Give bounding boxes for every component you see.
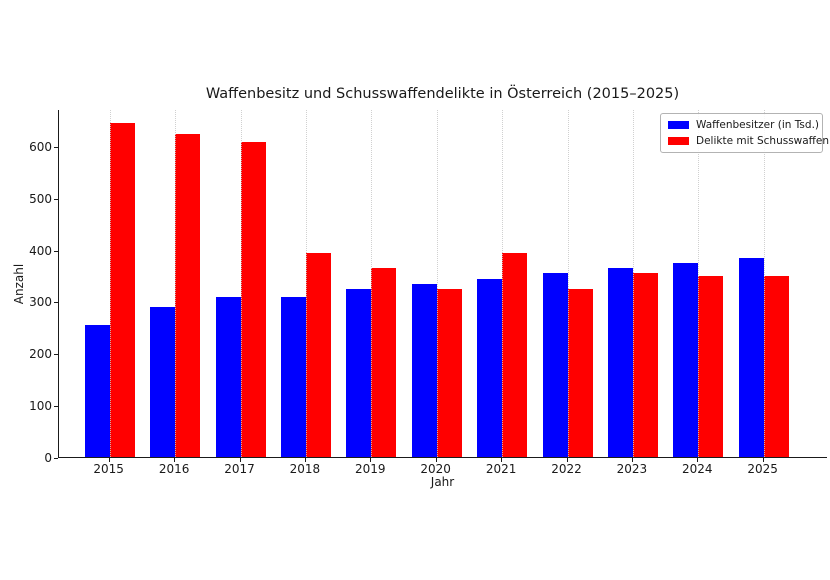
gridline xyxy=(632,110,634,457)
bar-2015-series0 xyxy=(84,325,110,457)
x-tick-mark xyxy=(501,458,503,462)
x-tick-label: 2020 xyxy=(420,462,451,476)
bar-2024-series0 xyxy=(673,263,699,457)
chart-title: Waffenbesitz und Schusswaffendelikte in … xyxy=(205,86,680,102)
bar-2023-series0 xyxy=(607,268,633,457)
x-tick-mark xyxy=(108,458,110,462)
bar-2022-series0 xyxy=(542,273,568,457)
bar-2025-series1 xyxy=(763,276,789,457)
gridline xyxy=(502,110,504,457)
legend-label-waffenbesitzer: Waffenbesitzer (in Tsd.) xyxy=(696,119,820,131)
bar-2022-series1 xyxy=(567,288,593,457)
y-tick-mark xyxy=(54,198,58,200)
y-tick-label: 600 xyxy=(29,140,52,155)
bar-2018-series0 xyxy=(280,296,306,457)
bar-2017-series1 xyxy=(240,141,266,457)
x-tick-mark xyxy=(762,458,764,462)
gridline xyxy=(371,110,373,457)
legend-label-delikte: Delikte mit Schusswaffen xyxy=(696,135,830,147)
gridline xyxy=(240,110,242,457)
bar-2025-series0 xyxy=(738,257,764,457)
x-tick-label: 2025 xyxy=(747,462,778,476)
bar-2016-series0 xyxy=(150,307,176,457)
bar-2020-series0 xyxy=(411,283,437,457)
y-tick-mark xyxy=(54,250,58,252)
x-tick-label: 2015 xyxy=(93,462,124,476)
legend-item-waffenbesitzer: Waffenbesitzer (in Tsd.) xyxy=(668,119,819,131)
bar-2018-series1 xyxy=(305,252,331,457)
x-tick-mark xyxy=(239,458,241,462)
y-tick-mark xyxy=(54,457,58,459)
gridline xyxy=(175,110,177,457)
x-axis-label: Jahr xyxy=(430,475,455,489)
y-tick-label: 200 xyxy=(29,347,52,362)
y-tick-label: 100 xyxy=(29,398,52,413)
bar-2019-series0 xyxy=(346,288,372,457)
legend-swatch-red-icon xyxy=(668,137,689,145)
bar-2021-series1 xyxy=(502,252,528,457)
y-tick-label: 0 xyxy=(44,450,52,465)
bar-2019-series1 xyxy=(371,268,397,457)
gridline xyxy=(436,110,438,457)
bar-2017-series0 xyxy=(215,296,241,457)
bar-2015-series1 xyxy=(109,123,135,457)
y-tick-mark xyxy=(54,147,58,149)
legend-item-delikte: Delikte mit Schusswaffen xyxy=(668,135,829,147)
x-tick-mark xyxy=(631,458,633,462)
bar-2020-series1 xyxy=(436,288,462,457)
gridline xyxy=(109,110,111,457)
x-tick-mark xyxy=(566,458,568,462)
plot-area xyxy=(58,110,827,458)
x-tick-label: 2022 xyxy=(551,462,582,476)
x-tick-label: 2019 xyxy=(355,462,386,476)
bar-2023-series1 xyxy=(632,273,658,457)
y-tick-label: 300 xyxy=(29,295,52,310)
gridline xyxy=(567,110,569,457)
x-tick-mark xyxy=(697,458,699,462)
y-tick-label: 500 xyxy=(29,191,52,206)
y-tick-mark xyxy=(54,302,58,304)
x-tick-label: 2018 xyxy=(289,462,321,476)
x-tick-label: 2021 xyxy=(485,462,517,476)
x-tick-label: 2016 xyxy=(158,462,190,476)
x-tick-mark xyxy=(174,458,176,462)
gridline xyxy=(763,110,765,457)
x-tick-mark xyxy=(304,458,306,462)
x-tick-mark xyxy=(370,458,372,462)
y-tick-mark xyxy=(54,405,58,407)
x-tick-mark xyxy=(435,458,437,462)
gridline xyxy=(305,110,307,457)
y-axis-label: Anzahl xyxy=(12,263,26,305)
x-tick-label: 2024 xyxy=(682,462,713,476)
x-tick-label: 2017 xyxy=(224,462,255,476)
bar-2016-series1 xyxy=(175,133,201,457)
bar-2024-series1 xyxy=(698,276,724,457)
gridline xyxy=(698,110,700,457)
y-tick-label: 400 xyxy=(29,243,52,258)
x-tick-label: 2023 xyxy=(616,462,648,476)
legend-swatch-blue-icon xyxy=(668,121,689,129)
y-tick-mark xyxy=(54,354,58,356)
bar-2021-series0 xyxy=(477,278,503,457)
legend: Waffenbesitzer (in Tsd.) Delikte mit Sch… xyxy=(660,113,829,153)
